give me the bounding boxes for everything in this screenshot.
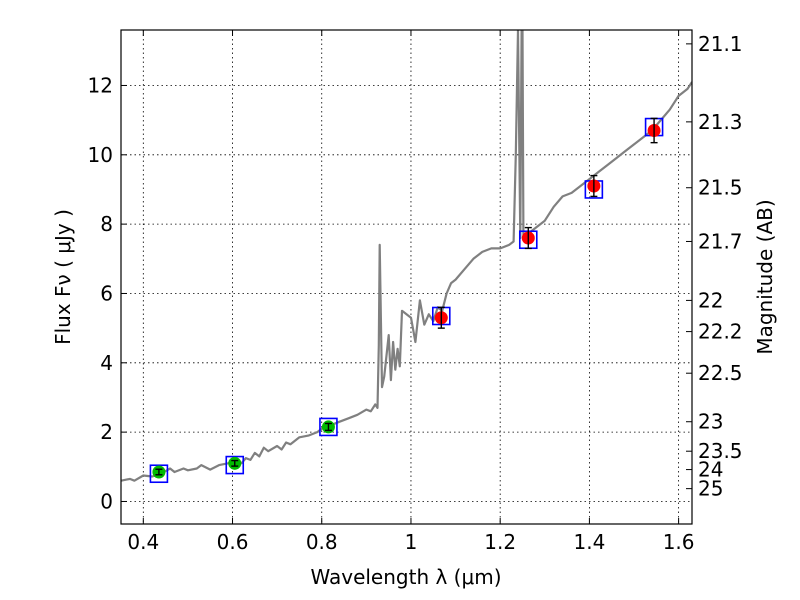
right-tick-label: 21.3	[698, 110, 743, 134]
model-square	[149, 464, 169, 484]
y-axis-label: Flux Fν ( μJy )	[51, 209, 75, 345]
right-tick-label: 25	[698, 477, 723, 501]
right-tick-label: 22	[698, 288, 723, 312]
model-square	[225, 455, 245, 475]
x-tick-label: 1.2	[484, 530, 516, 554]
x-tick-label: 1.6	[663, 530, 695, 554]
x-axis-label: Wavelength λ (μm)	[310, 565, 501, 589]
x-tick-label: 0.4	[127, 530, 159, 554]
x-tick-label: 0.8	[306, 530, 338, 554]
y-tick-label: 12	[88, 73, 113, 97]
right-tick-label: 23	[698, 410, 723, 434]
right-tick-label: 23.5	[698, 439, 743, 463]
x-tick-label: 1.4	[573, 530, 605, 554]
right-tick-label: 22.5	[698, 361, 743, 385]
y-tick-label: 0	[100, 489, 113, 513]
y-tick-label: 10	[88, 143, 113, 167]
spectrum-layer	[121, 30, 692, 482]
right-tick-label: 22.2	[698, 320, 743, 344]
marker-layer	[149, 117, 664, 484]
grid	[121, 30, 692, 524]
model-square	[319, 417, 338, 437]
right-tick-label: 21.1	[698, 32, 743, 56]
axis-ticks: 0.4 0.6 0.8 1 1.2 1.4 1.602468101221.121.321.5…	[88, 30, 743, 554]
y-tick-label: 2	[100, 420, 113, 444]
spectrum-line	[121, 30, 692, 482]
plot-frame	[120, 29, 693, 525]
right-tick-label: 21.7	[698, 229, 743, 253]
right-tick-label: 24	[698, 458, 723, 482]
y-tick-label: 4	[100, 351, 113, 375]
right-tick-label: 21.5	[698, 176, 743, 200]
plot-area	[121, 30, 692, 484]
y-tick-label: 8	[100, 212, 113, 236]
y-tick-label: 6	[100, 281, 113, 305]
right-axis-label: Magnitude (AB)	[753, 199, 777, 354]
x-tick-label: 1	[405, 530, 418, 554]
x-tick-label: 0.6	[217, 530, 249, 554]
